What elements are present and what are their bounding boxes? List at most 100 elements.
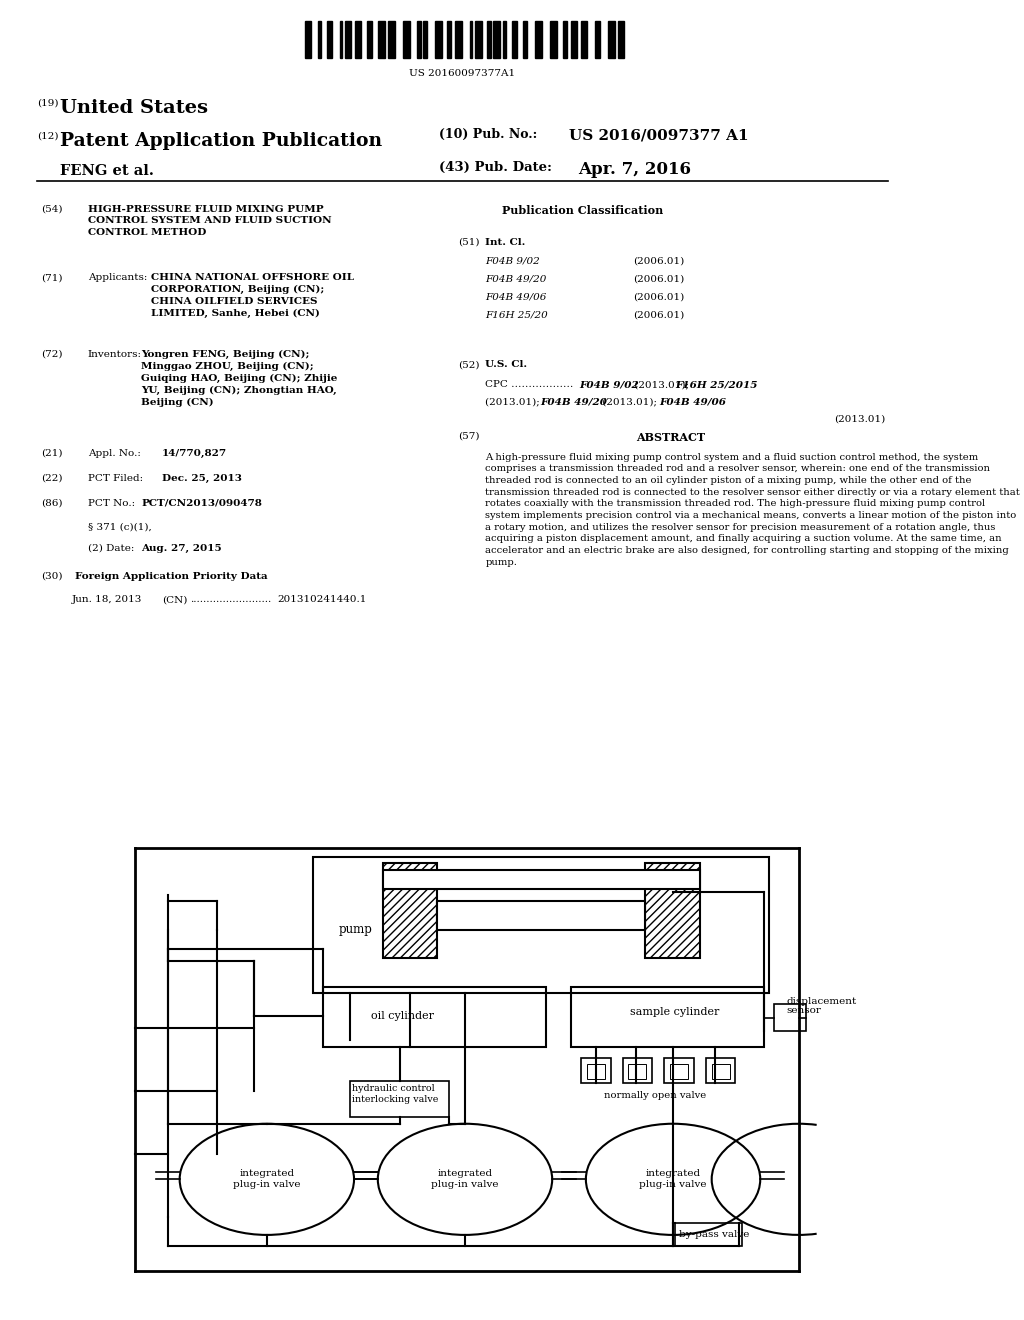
Bar (608, 21, 615, 58)
Bar (595, 21, 600, 58)
Text: oil cylinder: oil cylinder (371, 1011, 434, 1022)
Bar (623, 1059, 652, 1084)
Bar (512, 21, 517, 58)
Text: CPC ………………: CPC ……………… (485, 380, 578, 389)
Text: by-pass valve: by-pass valve (679, 1230, 750, 1239)
Text: (52): (52) (458, 360, 479, 370)
Bar (383, 870, 699, 888)
Text: CHINA NATIONAL OFFSHORE OIL
CORPORATION, Beijing (CN);
CHINA OILFIELD SERVICES
L: CHINA NATIONAL OFFSHORE OIL CORPORATION,… (151, 273, 354, 318)
Text: PCT/CN2013/090478: PCT/CN2013/090478 (141, 499, 262, 508)
Bar (313, 857, 769, 993)
Bar (423, 21, 427, 58)
Text: Int. Cl.: Int. Cl. (485, 238, 526, 247)
Bar (446, 21, 451, 58)
Text: (54): (54) (42, 205, 63, 214)
Text: (2) Date:: (2) Date: (88, 544, 134, 553)
Text: (2006.01): (2006.01) (634, 310, 685, 319)
Bar (629, 1064, 646, 1078)
Text: Dec. 25, 2013: Dec. 25, 2013 (162, 474, 242, 483)
Text: Publication Classification: Publication Classification (502, 205, 664, 215)
Text: F16H 25/2015: F16H 25/2015 (675, 380, 758, 389)
Text: Aug. 27, 2015: Aug. 27, 2015 (141, 544, 222, 553)
Bar (706, 1059, 735, 1084)
Text: displacement: displacement (786, 997, 856, 1006)
Bar (345, 21, 350, 58)
Bar (388, 21, 395, 58)
Bar (582, 21, 587, 58)
Text: (51): (51) (458, 238, 479, 247)
Text: Jun. 18, 2013: Jun. 18, 2013 (72, 595, 142, 605)
Bar (435, 21, 442, 58)
Bar (355, 21, 360, 58)
Bar (350, 1081, 450, 1118)
Text: Yongren FENG, Beijing (CN);
Minggao ZHOU, Beijing (CN);
Guiqing HAO, Beijing (CN: Yongren FENG, Beijing (CN); Minggao ZHOU… (141, 350, 338, 407)
Text: (2013.01);: (2013.01); (631, 380, 692, 389)
Text: Applicants:: Applicants: (88, 273, 147, 282)
Bar (379, 21, 385, 58)
Bar (340, 21, 342, 58)
Text: 201310241440.1: 201310241440.1 (278, 595, 367, 605)
Text: (2006.01): (2006.01) (634, 293, 685, 301)
Text: § 371 (c)(1),: § 371 (c)(1), (88, 523, 152, 532)
Text: (2013.01): (2013.01) (835, 414, 886, 424)
Bar (367, 21, 373, 58)
Text: F16H 25/20: F16H 25/20 (485, 310, 548, 319)
Text: F04B 49/06: F04B 49/06 (659, 397, 726, 407)
Bar (494, 21, 501, 58)
Bar (712, 1064, 729, 1078)
Text: A high-pressure fluid mixing pump control system and a fluid suction control met: A high-pressure fluid mixing pump contro… (485, 453, 1020, 566)
Bar (645, 863, 699, 958)
Text: (10) Pub. No.:: (10) Pub. No.: (439, 128, 538, 141)
Text: (30): (30) (42, 572, 63, 581)
Text: hydraulic control
interlocking valve: hydraulic control interlocking valve (352, 1084, 438, 1104)
Text: US 2016/0097377 A1: US 2016/0097377 A1 (568, 128, 749, 143)
Text: (71): (71) (42, 273, 63, 282)
Text: normally open valve: normally open valve (604, 1090, 707, 1100)
Text: PCT No.:: PCT No.: (88, 499, 135, 508)
Text: F04B 49/20: F04B 49/20 (540, 397, 607, 407)
Bar (324, 986, 546, 1047)
Text: sensor: sensor (786, 1006, 821, 1015)
Bar (475, 21, 482, 58)
Text: (72): (72) (42, 350, 63, 359)
Text: US 20160097377A1: US 20160097377A1 (410, 69, 515, 78)
Bar (327, 21, 333, 58)
Text: F04B 49/20: F04B 49/20 (485, 275, 547, 284)
Text: (12): (12) (37, 132, 58, 141)
Text: United States: United States (60, 99, 208, 117)
Bar (383, 863, 437, 958)
Text: PCT Filed:: PCT Filed: (88, 474, 143, 483)
Text: (2013.01);: (2013.01); (599, 397, 660, 407)
Bar (486, 21, 490, 58)
Text: Apr. 7, 2016: Apr. 7, 2016 (578, 161, 691, 178)
Bar (523, 21, 527, 58)
Bar (550, 21, 557, 58)
Bar (587, 1064, 605, 1078)
Text: F04B 9/02: F04B 9/02 (579, 380, 639, 389)
Text: Appl. No.:: Appl. No.: (88, 449, 140, 458)
Text: integrated
plug-in valve: integrated plug-in valve (431, 1170, 499, 1189)
Text: (43) Pub. Date:: (43) Pub. Date: (439, 161, 552, 174)
Text: .........................: ......................... (189, 595, 270, 605)
Text: Inventors:: Inventors: (88, 350, 142, 359)
Text: Foreign Application Priority Data: Foreign Application Priority Data (75, 572, 267, 581)
Bar (535, 21, 542, 58)
Bar (571, 21, 577, 58)
Text: FENG et al.: FENG et al. (60, 164, 154, 178)
Text: Patent Application Publication: Patent Application Publication (60, 132, 382, 150)
Bar (403, 21, 411, 58)
Text: F04B 9/02: F04B 9/02 (485, 256, 541, 265)
Bar (571, 986, 764, 1047)
Text: (2006.01): (2006.01) (634, 275, 685, 284)
Bar (305, 21, 310, 58)
Bar (318, 21, 321, 58)
Text: U.S. Cl.: U.S. Cl. (485, 360, 527, 370)
Text: (21): (21) (42, 449, 63, 458)
Bar (417, 21, 421, 58)
Bar (670, 1064, 688, 1078)
Bar (665, 1059, 694, 1084)
Bar (455, 21, 462, 58)
Text: (86): (86) (42, 499, 63, 508)
Text: ABSTRACT: ABSTRACT (636, 432, 705, 442)
Bar (470, 21, 472, 58)
